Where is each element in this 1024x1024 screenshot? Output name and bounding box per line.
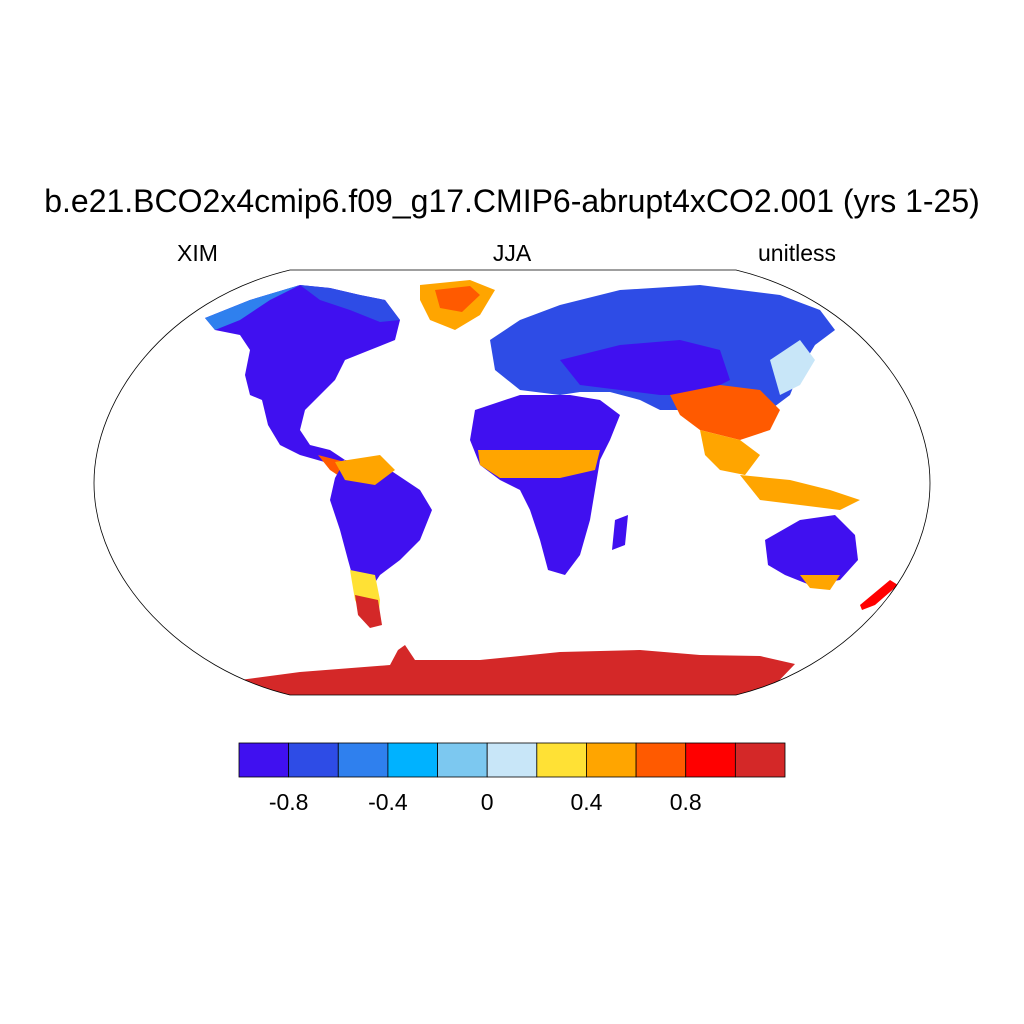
southeast-asia-region — [700, 430, 760, 475]
colorbar-tick-label: 0 — [481, 789, 494, 815]
plot-title: b.e21.BCO2x4cmip6.f09_g17.CMIP6-abrupt4x… — [44, 183, 980, 219]
south-america-north — [335, 455, 395, 485]
north-america-coast — [205, 285, 300, 330]
eurasia-interior — [560, 340, 730, 395]
colorbar-swatch — [536, 742, 587, 778]
greenland-core — [435, 286, 480, 312]
sahel-band — [478, 450, 600, 478]
colorbar-swatch — [734, 742, 786, 778]
colorbar-swatch — [586, 742, 637, 778]
australia-region — [765, 515, 858, 585]
antarctica-region — [240, 645, 795, 695]
indonesia-region — [740, 475, 860, 510]
tibet-region — [670, 385, 780, 440]
africa-region — [470, 395, 620, 575]
south-america-region — [330, 460, 432, 600]
globe-outline — [93, 269, 931, 696]
colorbar-tick-label: 0.4 — [570, 789, 602, 815]
colorbar-swatch — [238, 742, 290, 778]
australia-south — [800, 575, 840, 590]
units-label: unitless — [758, 240, 836, 266]
variable-label: XIM — [177, 240, 218, 266]
patagonia-region — [355, 595, 382, 628]
north-america-region — [205, 285, 400, 465]
colorbar-swatch — [387, 742, 438, 778]
colorbar-swatch — [635, 742, 687, 778]
colorbar-tick-label: -0.4 — [368, 789, 408, 815]
north-america-arctic — [300, 285, 400, 322]
new-zealand-region — [860, 580, 898, 610]
colorbar-tick-label: -0.8 — [269, 789, 309, 815]
colorbar-swatch — [685, 742, 736, 778]
colorbar-swatch — [486, 742, 538, 778]
madagascar-region — [612, 515, 628, 550]
colorbar-swatch — [288, 742, 339, 778]
colorbar-swatch — [337, 742, 389, 778]
season-label: JJA — [492, 240, 532, 266]
colorbar-swatch — [437, 742, 488, 778]
east-asia-coast — [770, 340, 815, 395]
colorbar-tick-label: 0.8 — [670, 789, 702, 815]
